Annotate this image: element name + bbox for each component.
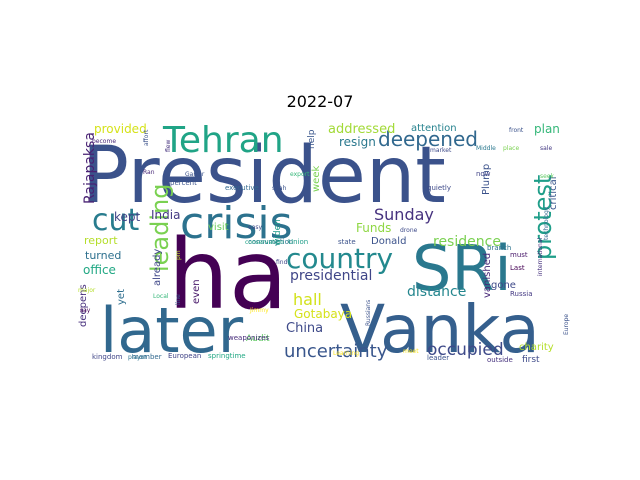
word-line: line — [175, 294, 182, 305]
word-place: place — [503, 145, 519, 152]
word-say: say — [80, 307, 91, 314]
word-help: help — [307, 129, 317, 149]
word-europe: Europe — [563, 314, 570, 335]
word-shah: shah — [272, 185, 287, 192]
word-addressed: addressed — [328, 122, 395, 137]
word-yet: yet — [116, 289, 127, 305]
word-office: office — [83, 263, 116, 277]
word-export: export — [290, 171, 310, 178]
word-ha: ha — [168, 219, 288, 331]
word-distance: distance — [407, 284, 466, 300]
word-state: state — [338, 238, 356, 246]
word-pm: pm — [175, 250, 182, 260]
word-protest: protest — [529, 175, 557, 260]
word-flew: flew — [165, 140, 172, 152]
word-kept: kept — [114, 210, 141, 224]
word-turned: turned — [85, 249, 121, 262]
word-player: player — [128, 354, 147, 361]
word-sunday: Sunday — [374, 205, 434, 224]
word-report: report — [84, 234, 118, 247]
word-cut: cut — [92, 203, 140, 238]
word-first: first — [522, 355, 540, 365]
word-president: President — [82, 131, 446, 221]
word-quietly: quietly — [427, 184, 451, 192]
word-leader: leader — [427, 354, 449, 362]
word-easy: easy — [248, 224, 262, 231]
word-affort: affort — [143, 129, 150, 146]
word-week: week — [311, 166, 322, 192]
word-conservation: conservation — [245, 239, 284, 246]
word-rajapaksa: Rajapaksa — [82, 132, 98, 204]
word-international: international — [537, 237, 544, 276]
word-kingdom: kingdom — [92, 353, 123, 361]
word-hall: hall — [293, 290, 322, 309]
word-ran: Ran — [143, 169, 155, 176]
word-deepened: deepened — [378, 127, 478, 151]
word-charity: charity — [519, 342, 554, 353]
word-weaponizes: weaponizes — [228, 334, 269, 342]
word-russians: Russians — [365, 300, 372, 326]
word-now: now — [476, 170, 491, 178]
word-presidential: presidential — [290, 268, 372, 284]
word-major: major — [78, 287, 96, 294]
word-occupied: occupied — [427, 340, 504, 360]
word-vanka: Vanka — [340, 291, 540, 368]
word-plump: Plump — [481, 164, 492, 195]
word-meet: meet — [403, 348, 419, 355]
word-union: Union — [288, 238, 308, 246]
word-india: India — [151, 208, 180, 222]
word-garter: Garter — [185, 171, 205, 178]
word-china: China — [286, 321, 323, 336]
word-sale: sale — [540, 145, 552, 152]
word-russia: Russia — [510, 290, 533, 298]
word-springtime: springtime — [208, 352, 246, 360]
word-gotabaya: Gotabaya — [294, 307, 352, 321]
word-plan: plan — [534, 122, 560, 136]
word-attention: attention — [411, 123, 457, 134]
word-become: become — [92, 138, 116, 145]
word-already: already — [152, 249, 163, 286]
word-jimmy: Jimmy — [249, 307, 269, 314]
word-branch: branch — [487, 244, 511, 252]
word-leading: leading — [146, 184, 174, 273]
word-outside: outside — [487, 356, 513, 364]
word-front: front — [509, 127, 524, 134]
word-gone: gone — [491, 280, 516, 291]
word-find: find — [276, 259, 288, 266]
word-learning: Learning — [333, 350, 359, 357]
word-consumption: consumption — [248, 238, 293, 246]
word-must: must — [510, 251, 528, 259]
word-country: country — [286, 242, 393, 275]
word-technology: technology — [543, 206, 550, 240]
word-even: even — [191, 279, 202, 304]
word-member: member — [132, 353, 162, 361]
word-crisis: crisis — [180, 198, 293, 249]
word-visit: visit — [208, 222, 229, 233]
word-last: Last — [510, 264, 525, 272]
word-executive: executive — [225, 184, 259, 192]
chart-title: 2022-07 — [286, 92, 354, 111]
word-local: Local — [153, 293, 169, 300]
word-audit: Audit — [246, 334, 270, 344]
word-later: later — [100, 294, 244, 367]
word-market: market — [430, 147, 452, 154]
word-uncertainty: uncertainty — [284, 341, 388, 362]
word-european: European — [168, 352, 201, 360]
word-seek: seek — [540, 173, 555, 180]
word-funds: Funds — [356, 221, 391, 235]
word-critical: critical — [548, 177, 559, 211]
word-middle: Middle — [476, 145, 496, 152]
word-resign: resign — [339, 135, 376, 149]
word-donald: Donald — [371, 236, 406, 247]
word-provided: provided — [94, 122, 147, 136]
word-drone: drone — [400, 227, 418, 234]
word-residence: residence — [433, 234, 501, 250]
word-deepens: deepens — [78, 284, 89, 327]
word-sri: SRi — [412, 232, 512, 305]
word-percent: percent — [170, 179, 197, 187]
word-widen: widen — [273, 219, 283, 246]
word-tehran: Tehran — [162, 120, 284, 161]
word-vanished: vanished — [482, 253, 493, 298]
